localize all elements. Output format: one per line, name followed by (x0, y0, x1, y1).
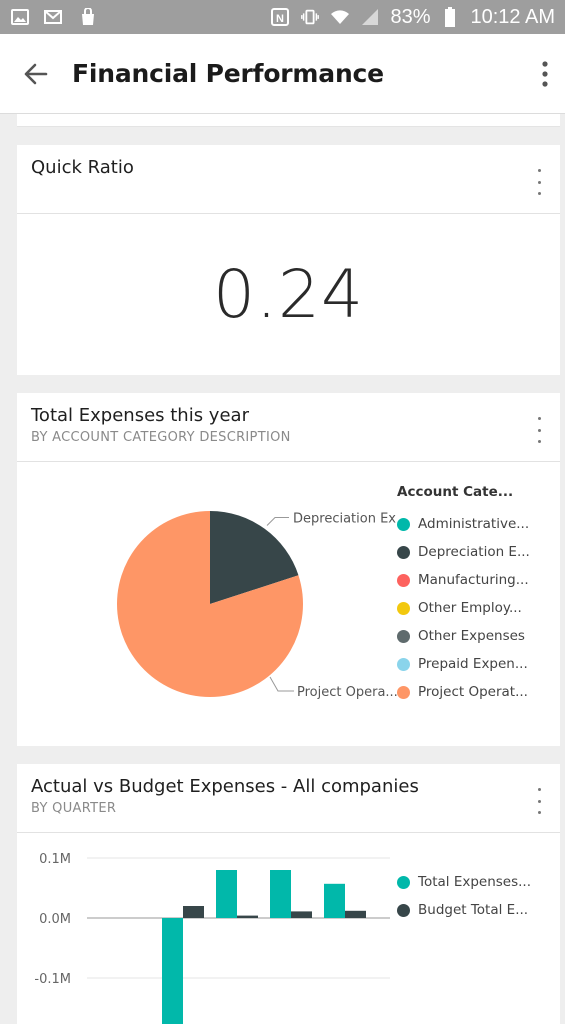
tile-title: Actual vs Budget Expenses - All companie… (31, 776, 419, 797)
bar[interactable] (162, 918, 183, 1024)
tile-title: Quick Ratio (31, 157, 134, 178)
bar[interactable] (183, 906, 204, 918)
bar[interactable] (237, 915, 258, 918)
legend-item[interactable]: Total Expenses... (397, 868, 557, 896)
svg-text:N: N (276, 13, 284, 25)
pie-slice[interactable] (210, 511, 299, 604)
total-expenses-tile[interactable]: Total Expenses this year BY ACCOUNT CATE… (17, 393, 560, 746)
callout-label: Project Opera... (297, 685, 397, 700)
legend-item[interactable]: Prepaid Expen... (397, 650, 557, 678)
tile-header: Total Expenses this year BY ACCOUNT CATE… (17, 393, 560, 462)
legend-swatch (397, 657, 410, 671)
pie-legend: Account Cate... Administrative... Depreci… (397, 484, 557, 706)
vibrate-icon (300, 8, 320, 26)
tile-subtitle: BY ACCOUNT CATEGORY DESCRIPTION (31, 430, 291, 445)
bar-legend: Total Expenses... Budget Total E... (397, 868, 557, 924)
callout-line (266, 517, 290, 526)
legend-label: Depreciation E... (418, 544, 530, 560)
legend-swatch (397, 573, 410, 587)
bar[interactable] (324, 883, 345, 918)
app-bar: Financial Performance (0, 34, 565, 114)
bar[interactable] (291, 911, 312, 918)
actual-vs-budget-tile[interactable]: Actual vs Budget Expenses - All companie… (17, 764, 560, 1024)
y-tick-label: 0.0M (39, 912, 71, 927)
legend-label: Other Employ... (418, 600, 522, 616)
more-vertical-icon (542, 60, 548, 87)
overflow-menu-button[interactable] (525, 34, 565, 114)
legend-swatch (397, 629, 410, 643)
signal-icon (360, 8, 380, 26)
legend-label: Administrative... (418, 516, 530, 532)
legend-label: Budget Total E... (418, 902, 529, 918)
bar[interactable] (345, 910, 366, 918)
legend-item[interactable]: Depreciation E... (397, 538, 557, 566)
nfc-icon: N (270, 8, 290, 26)
bar-chart-area: 0.1M 0.0M -0.1M Total Expenses... Budget To… (17, 833, 560, 1024)
status-bar: N 83% 10:12 AM (0, 0, 565, 34)
tile-menu-button[interactable] (532, 169, 546, 195)
legend-swatch (397, 601, 410, 615)
legend-label: Other Expenses (418, 628, 525, 644)
kpi-value: 0.24 (213, 255, 364, 333)
legend-item[interactable]: Manufacturing... (397, 566, 557, 594)
tile-header: Quick Ratio (17, 145, 560, 214)
legend-item[interactable]: Budget Total E... (397, 896, 557, 924)
legend-label: Prepaid Expen... (418, 656, 528, 672)
page-title: Financial Performance (72, 59, 384, 88)
battery-icon (440, 7, 460, 27)
legend-swatch (397, 545, 410, 559)
tile-menu-button[interactable] (532, 417, 546, 443)
legend-item[interactable]: Project Operat... (397, 678, 557, 706)
legend-swatch (397, 685, 410, 699)
pie-slice[interactable] (116, 511, 303, 697)
callout-line (269, 676, 294, 692)
bar[interactable] (216, 870, 237, 918)
clock: 10:12 AM (470, 5, 555, 28)
legend-label: Total Expenses... (418, 874, 532, 890)
previous-tile-edge (17, 114, 560, 127)
back-button[interactable] (0, 34, 70, 114)
store-icon (78, 8, 98, 26)
legend-swatch (397, 517, 410, 531)
legend-item[interactable]: Other Employ... (397, 594, 557, 622)
legend-swatch (397, 903, 410, 917)
gallery-icon (10, 8, 30, 26)
legend-title: Account Cate... (397, 484, 514, 500)
tile-title: Total Expenses this year (31, 405, 249, 426)
arrow-back-icon (24, 63, 48, 84)
legend-label: Project Operat... (418, 684, 528, 700)
y-tick-label: -0.1M (34, 972, 71, 987)
legend-item[interactable]: Administrative... (397, 510, 557, 538)
legend-item[interactable]: Other Expenses (397, 622, 557, 650)
email-icon (44, 8, 64, 26)
tile-menu-button[interactable] (532, 788, 546, 814)
quick-ratio-tile[interactable]: Quick Ratio 0.24 (17, 145, 560, 375)
tile-header: Actual vs Budget Expenses - All companie… (17, 764, 560, 833)
wifi-icon (330, 8, 350, 26)
y-tick-label: 0.1M (39, 852, 71, 867)
battery-percent: 83% (390, 5, 431, 28)
bar-chart: 0.1M 0.0M -0.1M (34, 852, 390, 1024)
bar[interactable] (270, 870, 291, 918)
tile-subtitle: BY QUARTER (31, 801, 117, 816)
pie-chart-area: Depreciation Ex... Project Opera... Accou… (17, 462, 560, 746)
legend-swatch (397, 875, 410, 889)
legend-label: Manufacturing... (418, 572, 529, 588)
pie-chart: Depreciation Ex... Project Opera... (116, 511, 408, 700)
callout-label: Depreciation Ex... (293, 512, 397, 527)
